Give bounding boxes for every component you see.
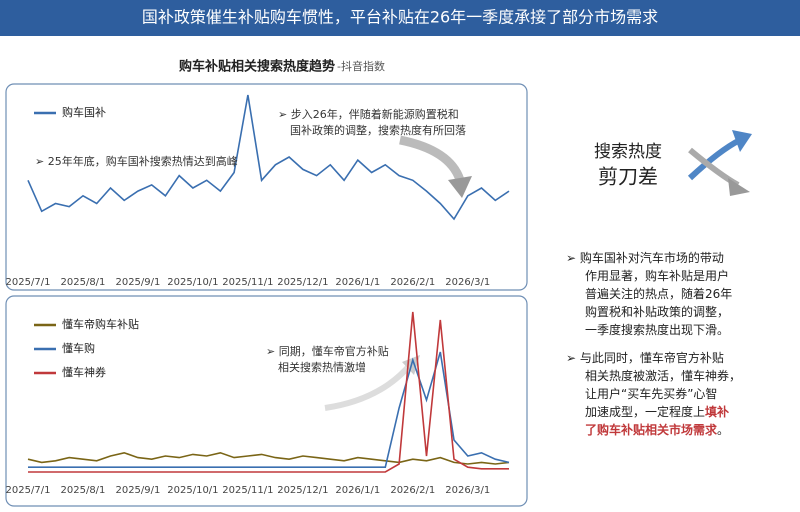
side-label: 剪刀差 [598, 165, 658, 189]
bullet-line: ➢ 与此同时，懂车帝官方补贴 [566, 350, 724, 365]
bullet-text: 一季度搜索热度出现下滑。 [585, 322, 729, 337]
chart-heading: 购车补贴相关搜索热度趋势 [179, 59, 335, 75]
x-tick-label: 2026/1/1 [335, 277, 380, 288]
x-tick-label: 2026/1/1 [335, 485, 380, 496]
x-tick-label: 2025/10/1 [167, 485, 218, 496]
bullet-line: 作用显著，购车补贴是用户 [585, 268, 729, 283]
bullet-text: 普遍关注的热点，随着26年 [585, 286, 732, 301]
bullet-text: 。 [717, 423, 729, 437]
bullet-line: 普遍关注的热点，随着26年 [585, 286, 732, 301]
bullet-text: 相关热度被激活，懂车神券， [585, 368, 741, 383]
bullet-text: 购置税和补贴政策的调整， [585, 304, 729, 319]
arrow-deco [399, 135, 465, 182]
bullet-line: 一季度搜索热度出现下滑。 [585, 322, 729, 337]
bullet-line: 购置税和补贴政策的调整， [585, 304, 729, 319]
scissor-arrow [728, 178, 750, 196]
series-line [28, 311, 509, 473]
bullet-text: 让用户“买车先买券”心智 [585, 386, 717, 401]
panel [5, 295, 528, 507]
legend-label: 懂车帝购车补贴 [62, 317, 139, 331]
x-tick-label: 2026/3/1 [445, 485, 490, 496]
x-tick-label: 2025/7/1 [6, 277, 51, 288]
bullet-line: 让用户“买车先买券”心智 [585, 386, 717, 401]
x-tick-label: 2026/3/1 [445, 277, 490, 288]
bullet-line: ➢ 购车国补对汽车市场的带动 [566, 250, 724, 265]
x-tick-label: 2025/9/1 [115, 277, 160, 288]
x-tick-label: 2025/11/1 [222, 277, 273, 288]
bullet-text: 加速成型，一定程度上 [585, 404, 705, 419]
panel [5, 83, 528, 291]
x-tick-label: 2025/10/1 [167, 277, 218, 288]
legend-label: 懂车购 [62, 341, 95, 355]
side-label: 搜索热度 [594, 142, 662, 162]
header-bar [0, 0, 800, 36]
bullet-text: ➢ 与此同时，懂车帝官方补贴 [566, 350, 724, 365]
bullet-line: 加速成型，一定程度上填补 [585, 404, 729, 419]
x-tick-label: 2025/11/1 [222, 485, 273, 496]
chart-source: -抖音指数 [337, 59, 385, 73]
annotation: ➢ 步入26年，伴随着新能源购置税和 [278, 107, 459, 121]
annotation: ➢ 同期，懂车帝官方补贴 [266, 344, 389, 358]
bullet-line: 了购车补贴相关市场需求。 [585, 422, 729, 437]
annotation: 相关搜索热情激增 [278, 360, 366, 374]
bullet-text: 填补 [705, 404, 729, 419]
series-line [28, 351, 510, 468]
series-line [27, 94, 510, 221]
legend-label: 购车国补 [62, 105, 106, 119]
x-tick-label: 2025/8/1 [61, 485, 106, 496]
x-tick-label: 2025/12/1 [277, 277, 328, 288]
arrow-deco [448, 176, 472, 198]
bullet-text: ➢ 购车国补对汽车市场的带动 [566, 250, 724, 265]
bullet-line: 相关热度被激活，懂车神券， [585, 368, 741, 383]
annotation: ➢ 25年年底，购车国补搜索热情达到高峰 [35, 154, 238, 168]
series-line [27, 451, 510, 465]
bullet-text: 了购车补贴相关市场需求 [585, 422, 718, 437]
x-tick-label: 2026/2/1 [390, 277, 435, 288]
arrow-deco [324, 363, 413, 411]
x-tick-label: 2026/2/1 [390, 485, 435, 496]
scissor-arrow [732, 130, 752, 152]
x-tick-label: 2025/8/1 [61, 277, 106, 288]
x-tick-label: 2025/9/1 [115, 485, 160, 496]
x-tick-label: 2025/12/1 [277, 485, 328, 496]
header-title: 国补政策催生补贴购车惯性，平台补贴在26年一季度承接了部分市场需求 [142, 8, 658, 27]
legend-label: 懂车神券 [62, 365, 106, 379]
x-tick-label: 2025/7/1 [6, 485, 51, 496]
annotation: 国补政策的调整，搜索热度有所回落 [290, 123, 466, 137]
bullet-text: 作用显著，购车补贴是用户 [585, 268, 729, 283]
